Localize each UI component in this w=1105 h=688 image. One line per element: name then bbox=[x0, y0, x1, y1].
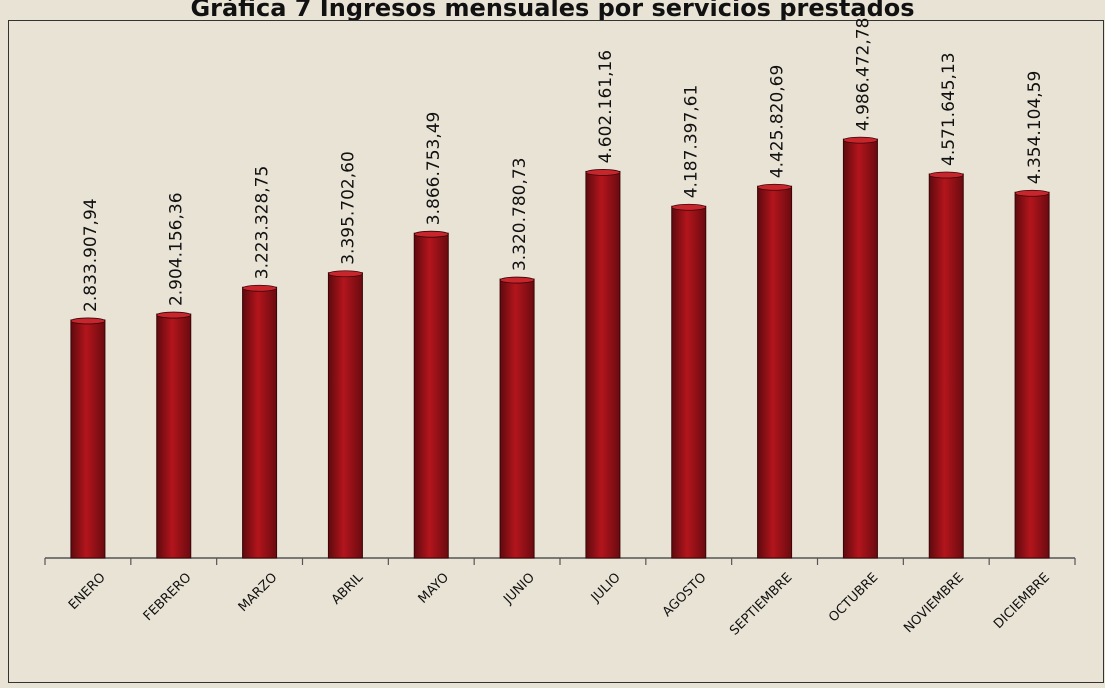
data-label-noviembre: 4.571.645,13 bbox=[939, 52, 959, 166]
data-label-agosto: 4.187.397,61 bbox=[682, 85, 702, 199]
bar-cap-agosto bbox=[671, 203, 707, 211]
x-tick-label-abril: ABRIL bbox=[329, 570, 367, 608]
bar-septiembre bbox=[757, 185, 793, 559]
data-label-junio: 3.320.780,73 bbox=[510, 157, 530, 271]
bar-cap-noviembre bbox=[928, 171, 964, 179]
x-tick-label-julio: JULIO bbox=[588, 570, 624, 606]
bar-agosto bbox=[671, 205, 707, 559]
chart-frame bbox=[8, 20, 1104, 683]
bar-enero bbox=[70, 319, 106, 559]
bar-cap-diciembre bbox=[1014, 189, 1050, 197]
bar-cap-marzo bbox=[242, 284, 277, 292]
data-label-febrero: 2.904.156,36 bbox=[167, 192, 187, 306]
chart-title: Gráfica 7 Ingresos mensuales por servici… bbox=[190, 0, 915, 22]
x-tick-label-junio: JUNIO bbox=[500, 570, 538, 608]
x-tick-label-septiembre: SEPTIEMBRE bbox=[727, 570, 795, 638]
x-tick-label-febrero: FEBRERO bbox=[141, 570, 195, 624]
bar-cap-octubre bbox=[843, 136, 878, 144]
x-tick-label-octubre: OCTUBRE bbox=[826, 570, 881, 625]
x-tick-label-enero: ENERO bbox=[66, 570, 109, 613]
bar-julio bbox=[585, 170, 621, 559]
data-label-diciembre: 4.354.104,59 bbox=[1025, 71, 1045, 185]
bar-cap-junio bbox=[499, 276, 535, 284]
data-label-enero: 2.833.907,94 bbox=[81, 198, 101, 312]
x-tick-label-mayo: MAYO bbox=[416, 570, 452, 606]
bar-mayo bbox=[413, 232, 449, 559]
x-tick-label-agosto: AGOSTO bbox=[660, 570, 710, 620]
bar-cap-enero bbox=[70, 317, 106, 325]
bar-diciembre bbox=[1014, 191, 1050, 559]
data-label-abril: 3.395.702,60 bbox=[338, 151, 358, 265]
data-label-marzo: 3.223.328,75 bbox=[253, 166, 273, 280]
x-tick-label-marzo: MARZO bbox=[236, 570, 281, 615]
bar-febrero bbox=[156, 313, 192, 559]
data-label-octubre: 4.986.472,78 bbox=[853, 18, 873, 132]
bar-cap-mayo bbox=[413, 230, 449, 238]
bar-cap-julio bbox=[585, 169, 621, 176]
x-tick-label-diciembre: DICIEMBRE bbox=[991, 570, 1053, 632]
bar-marzo bbox=[242, 286, 278, 559]
bar-noviembre bbox=[928, 173, 964, 559]
bar-abril bbox=[327, 272, 363, 559]
bar-cap-febrero bbox=[156, 311, 192, 319]
bar-cap-septiembre bbox=[757, 183, 792, 191]
x-tick-label-noviembre: NOVIEMBRE bbox=[901, 570, 967, 636]
data-label-septiembre: 4.425.820,69 bbox=[768, 65, 788, 179]
bar-junio bbox=[499, 278, 535, 559]
data-label-mayo: 3.866.753,49 bbox=[424, 112, 444, 226]
bar-cap-abril bbox=[328, 270, 363, 278]
data-label-julio: 4.602.161,16 bbox=[596, 50, 616, 164]
bar-octubre bbox=[842, 138, 878, 559]
